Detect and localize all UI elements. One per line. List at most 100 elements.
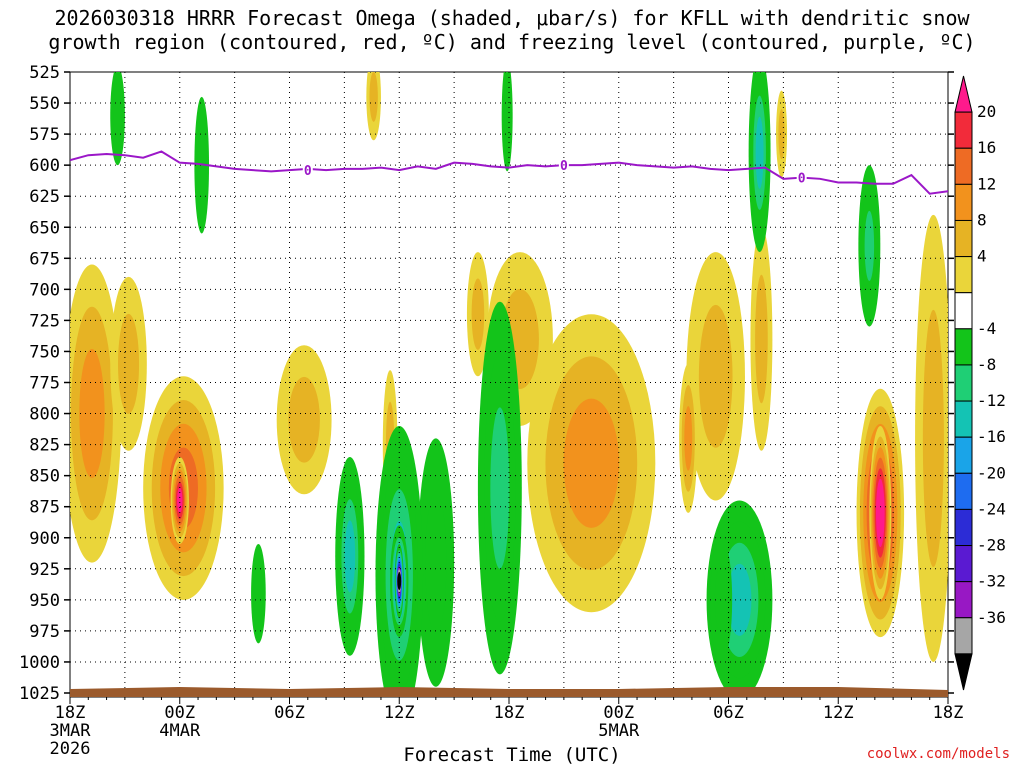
x-date-label: 4MAR — [159, 721, 201, 741]
y-tick-label: 825 — [29, 436, 60, 456]
y-axis: 525 550 575 600 625 650 675 700 725 750 775 800 825 8… — [19, 63, 954, 704]
y-tick-label: 900 — [29, 529, 60, 549]
omega-cell-24-band-1 — [864, 210, 875, 281]
colorbar-segment — [954, 400, 973, 438]
y-tick-label: 600 — [29, 156, 60, 176]
colorbar-segment — [954, 617, 973, 655]
freezing-level-label: 0 — [304, 164, 312, 179]
x-year-label: 2026 — [50, 739, 91, 759]
omega-cell-8-band-1 — [563, 398, 620, 528]
x-tick-label: 06Z — [274, 703, 305, 723]
y-tick-label: 725 — [29, 311, 60, 331]
y-tick-label: 750 — [29, 342, 60, 362]
colorbar-label: -28 — [977, 536, 1006, 555]
colorbar-label: -8 — [977, 355, 996, 374]
x-tick-label: 00Z — [603, 703, 634, 723]
x-tick-label: 18Z — [933, 703, 964, 723]
omega-cell-27-band-0 — [113, 86, 122, 145]
colorbar-segment — [954, 183, 973, 221]
omega-cell-14-band-5 — [877, 489, 884, 537]
y-tick-label: 575 — [29, 125, 60, 145]
freezing-label-bg-1 — [558, 158, 569, 172]
y-tick-label: 700 — [29, 280, 60, 300]
omega-cell-28-band-0 — [504, 83, 511, 148]
y-tick-label: 800 — [29, 405, 60, 425]
omega-cell-19-band-2 — [344, 520, 356, 593]
title-line-1: 2026030318 HRRR Forecast Omega (shaded, … — [54, 6, 970, 30]
colorbar-label: -12 — [977, 391, 1006, 410]
y-tick-label: 650 — [29, 218, 60, 238]
omega-cell-12-band-0 — [922, 309, 944, 567]
omega-cell-18-band-8 — [397, 572, 402, 590]
colorbar-segment — [954, 581, 973, 619]
omega-cell-29-band-0 — [369, 72, 378, 122]
chart-title: 2026030318 HRRR Forecast Omega (shaded, … — [0, 6, 1024, 54]
colorbar-segment — [954, 292, 973, 330]
omega-cell-10-band-1 — [684, 406, 693, 471]
y-tick-label: 1000 — [19, 653, 60, 673]
colorbar-label: 16 — [977, 138, 996, 157]
colorbar-label: -36 — [977, 608, 1006, 627]
y-tick-label: 550 — [29, 94, 60, 114]
omega-cell-21-band-1 — [490, 407, 510, 569]
colorbar-segment — [954, 256, 973, 294]
omega-cell-6-band-0 — [471, 278, 485, 350]
freezing-label-bg-2 — [796, 170, 807, 184]
y-tick-label: 850 — [29, 467, 60, 487]
terrain-ground — [70, 687, 948, 697]
x-tick-label: 18Z — [494, 703, 525, 723]
colorbar-top-arrow — [954, 75, 973, 113]
freezing-level: 0 0 0 — [70, 150, 948, 195]
omega-cell-15-band-0 — [425, 491, 447, 635]
y-tick-label: 925 — [29, 560, 60, 580]
x-tick-label: 18Z — [55, 703, 86, 723]
y-tick-label: 625 — [29, 187, 60, 207]
y-tick-label: 775 — [29, 374, 60, 394]
y-tick-label: 1025 — [19, 684, 60, 704]
source-url: coolwx.com/models — [866, 746, 1010, 762]
y-tick-label: 875 — [29, 498, 60, 518]
colorbar-segment — [954, 111, 973, 149]
colorbar-label: -20 — [977, 463, 1006, 482]
x-axis-title: Forecast Time (UTC) — [403, 744, 621, 766]
colorbar-label: -24 — [977, 499, 1006, 518]
colorbar-segment — [954, 147, 973, 185]
colorbar-segment — [954, 436, 973, 474]
colorbar-segment — [954, 328, 973, 366]
omega-cell-23-band-0 — [714, 564, 728, 636]
colorbar-segment — [954, 545, 973, 583]
colorbar-segment — [954, 219, 973, 258]
colorbar-label: 4 — [977, 247, 987, 266]
freezing-label-bg-0 — [302, 163, 313, 177]
y-tick-label: 950 — [29, 591, 60, 611]
colorbar-segment — [954, 472, 973, 510]
colorbar-label: -16 — [977, 427, 1006, 446]
omega-cell-25-band-2 — [755, 116, 764, 189]
omega-cell-9-band-0 — [698, 304, 733, 448]
x-date-label: 5MAR — [598, 721, 640, 741]
omega-shading — [70, 72, 948, 697]
ground-fill — [70, 687, 948, 697]
colorbar-bottom-arrow — [954, 653, 973, 691]
freezing-level-label: 0 — [560, 159, 568, 174]
colorbar-segment — [954, 364, 973, 402]
x-tick-label: 00Z — [164, 703, 195, 723]
y-tick-label: 525 — [29, 63, 60, 83]
omega-cell-3-band-4 — [177, 487, 183, 514]
title-line-2: growth region (contoured, red, ºC) and f… — [48, 30, 976, 54]
omega-cell-20-band-0 — [254, 565, 263, 623]
colorbar-label: -4 — [977, 319, 996, 338]
x-tick-label: 12Z — [823, 703, 854, 723]
omega-cell-22-band-2 — [727, 563, 752, 636]
x-tick-label: 12Z — [384, 703, 415, 723]
y-tick-label: 975 — [29, 622, 60, 642]
colorbar-segment — [954, 508, 973, 547]
colorbar-label: -32 — [977, 572, 1006, 591]
colorbar: 20 16 12 8 4 -4 -8 -12 -16 -20 -24 -28 -32 -36 — [954, 75, 1006, 691]
omega-cell-11-band-0 — [755, 274, 768, 404]
omega-cell-0-band-1 — [79, 348, 105, 479]
grid-lines — [69, 71, 949, 697]
x-tick-label: 06Z — [713, 703, 744, 723]
